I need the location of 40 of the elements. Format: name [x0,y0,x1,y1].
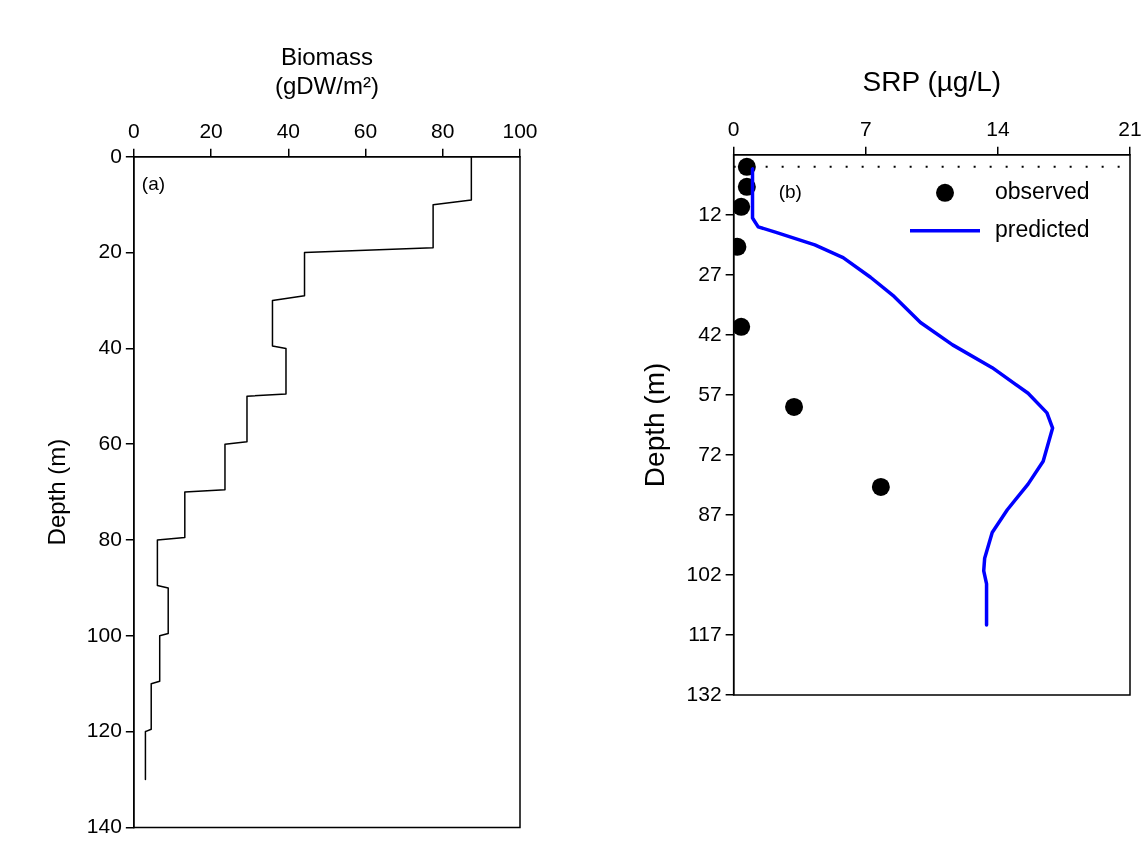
x-tick-label: 100 [502,119,538,142]
y-tick-label: 40 [98,335,122,359]
legend-label: observed [995,178,1090,205]
y-tick-label: 120 [86,718,122,742]
y-tick-label: 0 [110,143,122,167]
y-tick-label: 117 [688,621,722,645]
y-tick-label: 100 [86,622,122,646]
x-axis-title: Biomass (gDW/m²) [274,43,379,99]
x-tick-label: 0 [727,117,740,140]
y-tick-label: 20 [98,239,122,263]
annotation: (b) [778,180,802,202]
y-axis-title: Depth (m) [638,362,670,488]
x-tick-label: 20 [199,119,223,142]
point [733,317,751,336]
point [733,197,751,216]
y-tick-label: 42 [698,321,722,345]
y-tick-label: 140 [86,814,122,838]
y-tick-label: 57 [698,381,722,405]
y-tick-label: 60 [98,431,122,454]
y-axis-title: Depth (m) [43,438,71,546]
x-tick-label: 7 [859,117,872,140]
y-tick-label: 12 [698,201,722,225]
x-tick-label: 0 [127,119,140,142]
y-tick-label: 87 [698,501,722,525]
x-tick-label: 14 [986,117,1010,140]
annotation: (a) [141,172,166,194]
legend-label: predicted [995,216,1090,243]
x-tick-label: 60 [353,119,378,142]
y-tick-label: 72 [698,441,722,465]
y-tick-label: 132 [686,681,722,705]
y-tick-label: 27 [698,261,722,285]
x-tick-label: 21 [1118,117,1142,140]
point [737,157,756,176]
y-tick-label: 102 [686,561,722,585]
x-axis-title: SRP (µg/L) [862,65,1002,97]
point [871,477,890,496]
y-tick-label: 80 [98,526,122,550]
x-tick-label: 40 [276,119,300,142]
point [785,397,804,416]
x-tick-label: 80 [431,119,455,142]
